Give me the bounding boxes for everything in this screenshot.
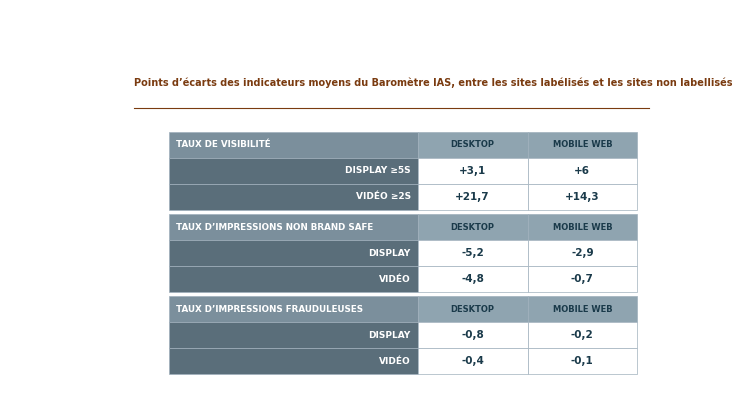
- Text: +14,3: +14,3: [565, 192, 600, 202]
- Bar: [527, 322, 638, 348]
- Text: DESKTOP: DESKTOP: [451, 305, 495, 314]
- Text: DISPLAY ≥5S: DISPLAY ≥5S: [345, 166, 411, 176]
- Bar: [170, 322, 418, 348]
- Text: MOBILE WEB: MOBILE WEB: [553, 140, 612, 150]
- Bar: [170, 240, 418, 266]
- Text: DISPLAY: DISPLAY: [368, 248, 411, 258]
- Bar: [418, 158, 527, 184]
- Bar: [170, 158, 418, 184]
- Bar: [418, 240, 527, 266]
- Bar: [418, 132, 527, 158]
- Bar: [170, 348, 418, 374]
- Bar: [527, 240, 638, 266]
- Text: Points d’écarts des indicateurs moyens du Baromètre IAS, entre les sites labélis: Points d’écarts des indicateurs moyens d…: [134, 78, 733, 89]
- Text: +6: +6: [574, 166, 590, 176]
- Text: TAUX DE VISIBILITÉ: TAUX DE VISIBILITÉ: [176, 140, 271, 150]
- Bar: [418, 296, 527, 322]
- Bar: [418, 214, 527, 240]
- Bar: [527, 132, 638, 158]
- Text: MOBILE WEB: MOBILE WEB: [553, 305, 612, 314]
- Bar: [418, 184, 527, 210]
- Text: -0,2: -0,2: [571, 330, 594, 340]
- Text: -0,4: -0,4: [461, 356, 484, 366]
- Text: +3,1: +3,1: [459, 166, 486, 176]
- Bar: [418, 348, 527, 374]
- Bar: [170, 184, 418, 210]
- Text: DESKTOP: DESKTOP: [451, 140, 495, 150]
- Text: -0,7: -0,7: [571, 274, 594, 284]
- Bar: [527, 348, 638, 374]
- Bar: [527, 214, 638, 240]
- Bar: [170, 132, 418, 158]
- Text: VIDÉO: VIDÉO: [379, 357, 411, 366]
- Bar: [170, 266, 418, 292]
- Text: +21,7: +21,7: [455, 192, 490, 202]
- Text: VIDÉO ≥2S: VIDÉO ≥2S: [356, 192, 411, 201]
- Text: MOBILE WEB: MOBILE WEB: [553, 222, 612, 232]
- Text: VIDÉO: VIDÉO: [379, 275, 411, 283]
- Bar: [418, 322, 527, 348]
- Text: -0,1: -0,1: [571, 356, 594, 366]
- Bar: [527, 158, 638, 184]
- Text: DISPLAY: DISPLAY: [368, 331, 411, 340]
- Bar: [527, 184, 638, 210]
- Text: -0,8: -0,8: [461, 330, 484, 340]
- Text: -2,9: -2,9: [571, 248, 594, 258]
- Text: -4,8: -4,8: [461, 274, 484, 284]
- Text: DESKTOP: DESKTOP: [451, 222, 495, 232]
- Text: TAUX D’IMPRESSIONS NON BRAND SAFE: TAUX D’IMPRESSIONS NON BRAND SAFE: [176, 222, 374, 232]
- Text: TAUX D’IMPRESSIONS FRAUDULEUSES: TAUX D’IMPRESSIONS FRAUDULEUSES: [176, 305, 364, 314]
- Bar: [527, 296, 638, 322]
- Text: -5,2: -5,2: [461, 248, 484, 258]
- Bar: [170, 296, 418, 322]
- Bar: [527, 266, 638, 292]
- Bar: [418, 266, 527, 292]
- Bar: [170, 214, 418, 240]
